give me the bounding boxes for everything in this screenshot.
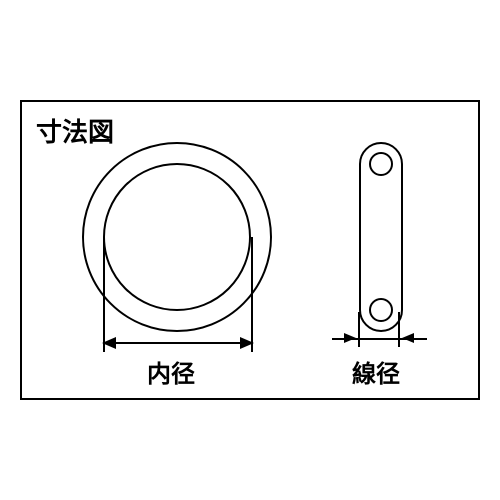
extension-line-right xyxy=(251,237,253,352)
front-view-ring xyxy=(82,142,272,332)
inner-diameter-dimension xyxy=(104,342,252,344)
side-extension-left xyxy=(358,312,360,347)
side-arrow-right-icon xyxy=(402,333,414,343)
top-cross-section xyxy=(370,153,392,175)
arrow-right-icon xyxy=(240,337,254,349)
wire-diameter-label: 線径 xyxy=(352,354,400,389)
ring-side-shape xyxy=(342,142,417,342)
ring-front-shape xyxy=(82,142,272,332)
inner-diameter-label: 内径 xyxy=(147,354,195,389)
arrow-left-icon xyxy=(102,337,116,349)
side-arrow-left-icon xyxy=(344,333,356,343)
side-view-ring xyxy=(342,142,417,342)
bottom-cross-section xyxy=(370,299,392,321)
extension-line-left xyxy=(103,237,105,352)
dimension-line xyxy=(104,342,252,344)
ring-inner-circle xyxy=(103,163,251,311)
dimension-diagram: 寸法図 内径 線径 xyxy=(20,100,480,400)
side-extension-right xyxy=(398,312,400,347)
